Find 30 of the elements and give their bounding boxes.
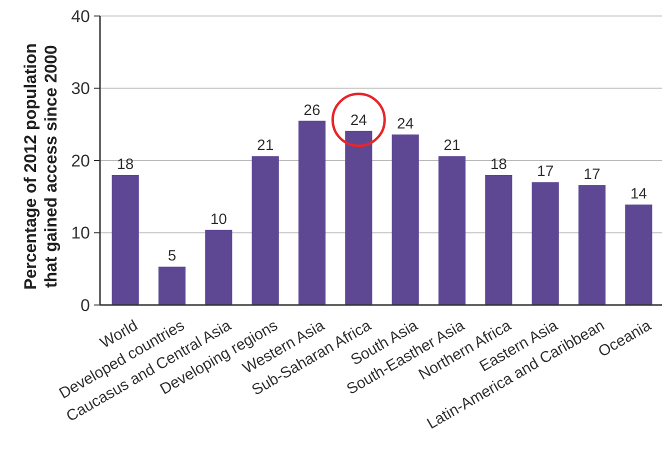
data-label: 24 [350,112,368,129]
data-label: 21 [444,137,460,154]
bar [345,130,372,305]
data-label: 10 [210,210,228,228]
y-tick-label: 20 [71,151,90,170]
data-label: 18 [116,156,134,173]
bar [625,204,652,305]
data-label: 5 [168,248,176,265]
y-tick-label: 0 [80,296,90,315]
data-label: 14 [630,186,648,203]
bar [485,174,512,305]
bar [112,174,139,305]
bar [438,156,466,305]
data-label: 17 [584,166,600,184]
y-tick-label: 30 [71,79,90,98]
data-label: 21 [256,137,274,154]
data-label: 17 [536,163,554,180]
bar [158,266,186,305]
bar [578,185,606,305]
data-label: 18 [490,156,508,173]
y-tick-label: 10 [71,224,90,243]
bar [298,120,326,305]
bar [532,182,559,305]
data-label: 26 [304,102,320,119]
bar [205,230,232,305]
bar [252,156,279,305]
y-axis-title: Percentage of 2012 population that gained access since 2000 [21,43,60,290]
data-label: 24 [396,115,414,132]
bar [392,134,419,305]
y-tick-label: 40 [71,6,90,26]
